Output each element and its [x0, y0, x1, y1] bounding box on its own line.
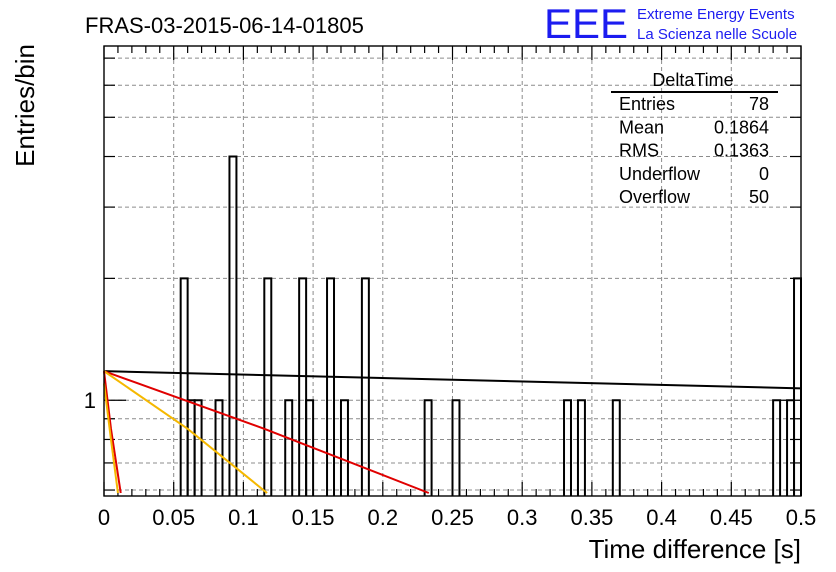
stats-name: DeltaTime	[652, 70, 733, 90]
histogram-bin	[326, 277, 336, 496]
histogram-bin	[611, 399, 621, 496]
stats-value: 50	[749, 187, 769, 207]
logo-mark: EEE	[544, 0, 628, 47]
logo-line1: Extreme Energy Events	[637, 6, 795, 23]
x-tick-label: 0.35	[570, 505, 613, 530]
x-tick-label: 0.25	[431, 505, 474, 530]
fit-curve	[103, 371, 122, 494]
histogram-bin	[193, 399, 203, 496]
fit-curve	[103, 370, 268, 494]
plot-frame	[103, 45, 802, 497]
histogram-bin	[451, 399, 461, 496]
x-tick-label: 0.5	[786, 505, 817, 530]
x-tick-label: 0	[98, 505, 110, 530]
x-tick-labels: 0 0.05 0.1 0.15 0.2 0.25 0.3 0.35 0.4 0.45 0.5	[98, 505, 816, 530]
histogram-bin	[423, 399, 433, 496]
histogram-bin	[576, 399, 586, 496]
histogram-bins	[179, 155, 802, 496]
y-axis-title: Entries/bin	[10, 44, 40, 167]
fit-curves	[103, 370, 802, 494]
y-tick-label: 1	[84, 388, 96, 413]
stats-box: DeltaTime Entries 78 Mean 0.1864 RMS 0.1363 Un…	[611, 70, 778, 207]
stats-value: 0	[759, 164, 769, 184]
x-axis-title: Time difference [s]	[589, 534, 801, 564]
histogram-bin	[772, 399, 782, 496]
x-tick-label: 0.1	[228, 505, 259, 530]
stats-value: 0.1864	[714, 117, 769, 137]
stats-label: Entries	[619, 94, 675, 114]
y-tick-labels: 1	[84, 388, 96, 413]
histogram-bin	[563, 399, 572, 496]
stats-label: Overflow	[619, 187, 691, 207]
logo-line2: La Scienza nelle Scuole	[637, 26, 797, 43]
histogram-bin	[263, 277, 273, 496]
histogram-bin	[298, 277, 308, 496]
x-tick-label: 0.15	[292, 505, 335, 530]
x-tick-label: 0.2	[368, 505, 399, 530]
stats-rows: Entries 78 Mean 0.1864 RMS 0.1363 Underflow 0 Ov…	[619, 94, 769, 207]
x-tick-label: 0.45	[710, 505, 753, 530]
x-tick-label: 0.05	[152, 505, 195, 530]
fit-curve	[103, 370, 802, 390]
fit-curve	[103, 370, 430, 494]
histogram-title: FRAS-03-2015-06-14-01805	[85, 13, 364, 38]
x-tick-label: 0.3	[507, 505, 538, 530]
stats-label: Underflow	[619, 164, 701, 184]
stats-value: 78	[749, 94, 769, 114]
histogram-bin	[214, 399, 224, 496]
fit-curve	[103, 383, 119, 494]
eee-logo: EEE Extreme Energy Events La Scienza nel…	[544, 0, 797, 47]
histogram-bin	[179, 277, 189, 496]
histogram-bin	[339, 399, 349, 496]
stats-label: Mean	[619, 117, 664, 137]
histogram-bin	[360, 277, 370, 496]
stats-value: 0.1363	[714, 141, 769, 161]
histogram-bin	[284, 399, 294, 496]
x-tick-label: 0.4	[646, 505, 677, 530]
histogram-bin	[228, 155, 238, 496]
stats-label: RMS	[619, 141, 659, 161]
